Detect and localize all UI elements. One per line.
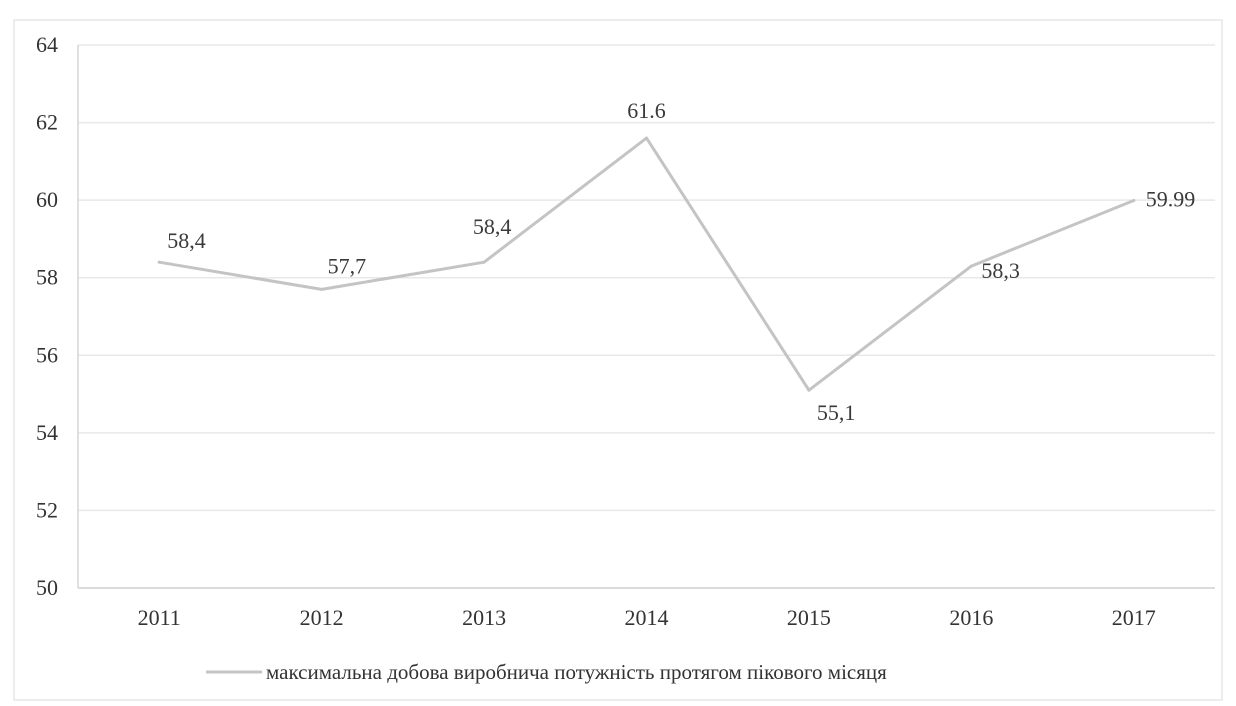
data-label: 59.99 xyxy=(1146,187,1196,212)
legend: максимальна добова виробнича потужність … xyxy=(206,660,887,684)
x-tick-label: 2012 xyxy=(300,605,344,630)
data-point xyxy=(969,264,973,268)
data-point xyxy=(1132,199,1136,203)
data-label: 55,1 xyxy=(817,400,856,425)
x-tick-label: 2015 xyxy=(787,605,831,630)
data-point xyxy=(482,260,486,264)
legend-label: максимальна добова виробнича потужність … xyxy=(266,660,887,684)
chart-frame xyxy=(13,19,1223,701)
x-tick-label: 2013 xyxy=(462,605,506,630)
y-tick-label: 54 xyxy=(36,420,58,445)
data-point xyxy=(157,260,161,264)
x-tick-label: 2014 xyxy=(625,605,669,630)
x-tick-label: 2017 xyxy=(1112,605,1156,630)
axes xyxy=(13,19,1223,701)
data-point xyxy=(320,287,324,291)
data-label: 58,4 xyxy=(473,214,512,239)
data-label: 58,4 xyxy=(167,228,206,253)
data-label: 58,3 xyxy=(981,258,1020,283)
x-tick-label: 2016 xyxy=(949,605,993,630)
y-tick-labels: 50 52 54 56 58 60 62 64 xyxy=(36,32,58,600)
y-tick-label: 52 xyxy=(36,497,58,522)
data-labels: 58,4 57,7 58,4 61.6 55,1 58,3 59.99 xyxy=(167,98,1195,425)
y-tick-label: 58 xyxy=(36,265,58,290)
data-label: 57,7 xyxy=(328,253,367,278)
y-tick-label: 60 xyxy=(36,187,58,212)
data-point xyxy=(645,136,648,140)
y-tick-label: 62 xyxy=(36,110,58,135)
data-point xyxy=(807,388,811,392)
y-tick-label: 56 xyxy=(36,342,58,367)
gridlines xyxy=(78,44,1215,512)
x-tick-label: 2011 xyxy=(138,605,181,630)
y-tick-label: 50 xyxy=(36,575,58,600)
series xyxy=(157,136,1136,392)
data-label: 61.6 xyxy=(627,98,666,123)
x-tick-labels: 2011 2012 2013 2014 2015 2016 2017 xyxy=(138,605,1156,630)
y-tick-label: 64 xyxy=(36,32,58,57)
